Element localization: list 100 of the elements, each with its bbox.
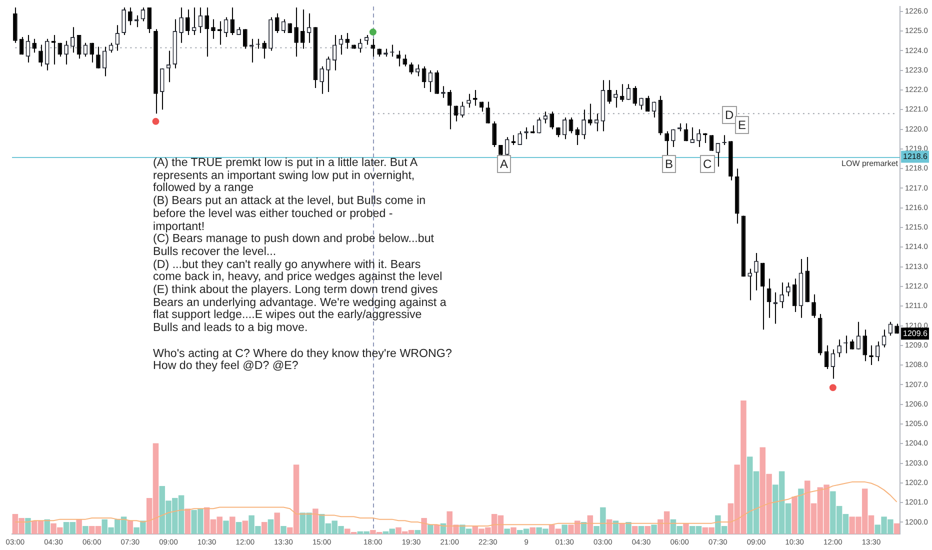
bar xyxy=(562,524,568,534)
point xyxy=(152,118,160,125)
candlestick xyxy=(64,40,68,65)
candlestick xyxy=(345,32,350,50)
bar xyxy=(683,523,689,534)
bar xyxy=(792,496,798,534)
candlestick xyxy=(696,128,701,148)
candlestick xyxy=(812,294,816,318)
candlestick xyxy=(147,6,152,34)
candlestick xyxy=(671,128,676,148)
candlestick xyxy=(358,38,362,54)
candlestick xyxy=(320,66,324,94)
candlestick xyxy=(607,80,612,104)
candlestick xyxy=(262,40,267,60)
annotation: D xyxy=(722,106,737,124)
candlestick xyxy=(211,18,216,40)
bar xyxy=(236,522,242,534)
candlestick xyxy=(415,64,420,77)
candlestick xyxy=(90,42,94,63)
annotation: 1218.6 xyxy=(903,152,928,161)
candlestick xyxy=(690,126,695,144)
bar xyxy=(619,523,625,534)
candlestick xyxy=(754,252,758,291)
annotation: E xyxy=(735,116,750,134)
candlestick xyxy=(326,56,330,92)
candlestick xyxy=(32,38,37,54)
candlestick xyxy=(447,89,452,130)
candlestick xyxy=(102,46,107,77)
candlestick xyxy=(294,6,298,58)
bar xyxy=(434,524,440,534)
candlestick xyxy=(204,6,210,58)
candlestick xyxy=(19,36,24,56)
bar xyxy=(651,524,657,534)
candlestick xyxy=(875,340,880,362)
candlestick xyxy=(582,109,586,140)
candlestick xyxy=(76,34,82,60)
candlestick xyxy=(332,34,337,71)
bar xyxy=(280,526,286,534)
bar xyxy=(223,520,229,534)
bar xyxy=(414,530,421,534)
bar xyxy=(127,520,134,534)
candlestick xyxy=(562,117,567,140)
candlestick xyxy=(518,130,522,146)
bar xyxy=(626,522,632,534)
bar xyxy=(587,515,594,534)
bar xyxy=(530,527,536,534)
candlestick xyxy=(409,62,414,75)
candlestick xyxy=(837,339,842,358)
candlestick xyxy=(274,12,280,34)
candlestick xyxy=(434,70,440,94)
candlestick xyxy=(128,6,132,26)
bar xyxy=(242,520,248,534)
annotation: A xyxy=(497,155,512,173)
candlestick xyxy=(492,120,497,148)
annotation: B xyxy=(662,155,676,173)
bar xyxy=(268,519,274,534)
candlestick xyxy=(498,144,503,158)
candlestick xyxy=(58,42,62,58)
candlestick xyxy=(70,26,75,54)
candlestick xyxy=(38,44,43,67)
candlestick xyxy=(632,86,638,106)
bar xyxy=(428,524,434,534)
text: (A) the TRUE premkt low is put in a little later. But A represents an important swing low put in overnight, followed by a range (B) Bears put an attack at the level, but Bulls come in before the level was either touched or probed - important! (C) Bears manage to push down and probe below...but Bulls recover the level... (D) ...but they can't really go anywhere with it. Bears come back in, heavy, and price wedges against the level (E) think about the players. Long term down trend gives Bears an underlying advantage. We're wedging against a flat support ledge....E wipes out the early/aggressive Bulls and leads to a big move. Who's acting at C? Where do they know they're WRONG? How do they feel @D? @E? xyxy=(153,156,452,372)
bar xyxy=(510,527,516,534)
annotation: C xyxy=(700,155,715,173)
bar xyxy=(76,519,82,534)
bar xyxy=(25,518,31,534)
candlestick xyxy=(96,46,100,69)
candlestick xyxy=(179,6,184,44)
candlestick xyxy=(792,278,797,312)
candlestick xyxy=(588,103,592,126)
point xyxy=(369,28,376,36)
candlestick xyxy=(402,54,408,67)
candlestick xyxy=(614,89,618,108)
ref-line-label: LOW premarket xyxy=(842,158,899,168)
bar xyxy=(82,526,88,534)
candlestick xyxy=(300,8,305,50)
bar xyxy=(638,526,644,534)
candlestick xyxy=(44,38,50,71)
candlestick xyxy=(460,101,465,118)
candlestick xyxy=(786,282,790,297)
candlestick xyxy=(115,24,120,52)
bar xyxy=(632,526,638,534)
bar xyxy=(798,488,804,534)
candlestick xyxy=(575,126,580,146)
bar xyxy=(184,508,191,534)
candlestick xyxy=(748,268,752,301)
bar xyxy=(261,522,268,534)
annotation: 1209.6 xyxy=(903,328,928,338)
candlestick xyxy=(664,130,669,158)
bar xyxy=(312,508,318,534)
candlestick xyxy=(160,68,164,110)
candlestick xyxy=(186,8,190,36)
candlestick xyxy=(760,262,765,330)
candlestick xyxy=(122,6,126,36)
candlestick xyxy=(620,84,624,102)
point xyxy=(829,384,836,392)
candlestick xyxy=(830,348,836,380)
candlestick xyxy=(230,6,235,36)
bar xyxy=(894,523,900,534)
